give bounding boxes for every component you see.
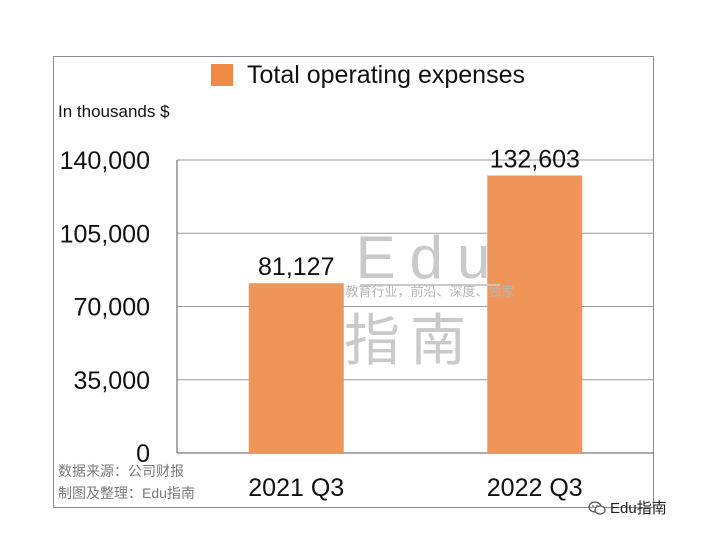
wechat-icon	[588, 500, 606, 515]
y-tick-label: 70,000	[74, 294, 150, 322]
y-tick-label: 0	[136, 440, 150, 468]
bar	[487, 175, 583, 453]
x-tick-label: 2022 Q3	[487, 474, 583, 502]
bar	[248, 283, 344, 453]
legend-label: Total operating expenses	[247, 60, 525, 89]
source-note: 数据来源：公司财报	[58, 463, 184, 479]
watermark: Edu 教育行业，前沿、深度、独家 指南	[344, 224, 515, 372]
legend: Total operating expenses	[211, 58, 525, 92]
watermark-tagline: 教育行业，前沿、深度、独家	[345, 284, 514, 299]
data-label: 132,603	[490, 145, 580, 173]
editor-note: 制图及整理：Edu指南	[58, 485, 195, 501]
x-tick-label: 2021 Q3	[248, 474, 344, 502]
watermark-name: 指南	[344, 309, 476, 372]
legend-swatch	[211, 64, 233, 86]
y-tick-label: 140,000	[60, 147, 150, 175]
y-axis-unit-label: In thousands $	[58, 102, 170, 121]
y-tick-label: 105,000	[60, 220, 150, 248]
brand-label: Edu指南	[610, 500, 667, 517]
brand-badge: Edu指南	[588, 497, 667, 518]
watermark-title: Edu	[356, 224, 505, 291]
data-label: 81,127	[258, 253, 334, 281]
y-tick-label: 35,000	[74, 367, 150, 395]
